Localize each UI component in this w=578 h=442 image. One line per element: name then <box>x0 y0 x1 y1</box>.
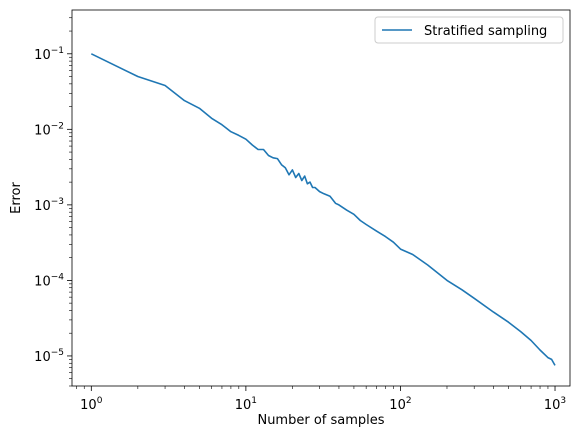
x-tick-label: 103 <box>544 396 566 413</box>
y-axis-label: Error <box>9 182 24 214</box>
plot-frame <box>71 9 571 387</box>
x-tick-label: 101 <box>235 396 257 413</box>
legend-label: Stratified sampling <box>424 24 547 39</box>
x-tick-label: 102 <box>389 396 411 413</box>
x-axis-label: Number of samples <box>257 413 384 428</box>
y-tick-label: 10−2 <box>34 121 64 138</box>
series-line <box>90 53 556 366</box>
legend-box <box>374 16 564 44</box>
x-tick-label: 100 <box>80 396 103 413</box>
y-axis-minor-ticks <box>69 17 72 387</box>
y-tick-label: 10−1 <box>34 46 64 63</box>
y-axis-ticks: 10−5 10−4 10−3 10−2 10−1 <box>34 46 72 365</box>
y-tick-label: 10−4 <box>34 272 64 289</box>
y-tick-label: 10−3 <box>34 197 64 214</box>
x-axis-minor-ticks <box>76 386 549 389</box>
x-axis-ticks: 100 101 102 103 <box>80 386 566 413</box>
legend: Stratified sampling <box>374 16 564 44</box>
y-tick-label: 10−5 <box>34 348 64 365</box>
